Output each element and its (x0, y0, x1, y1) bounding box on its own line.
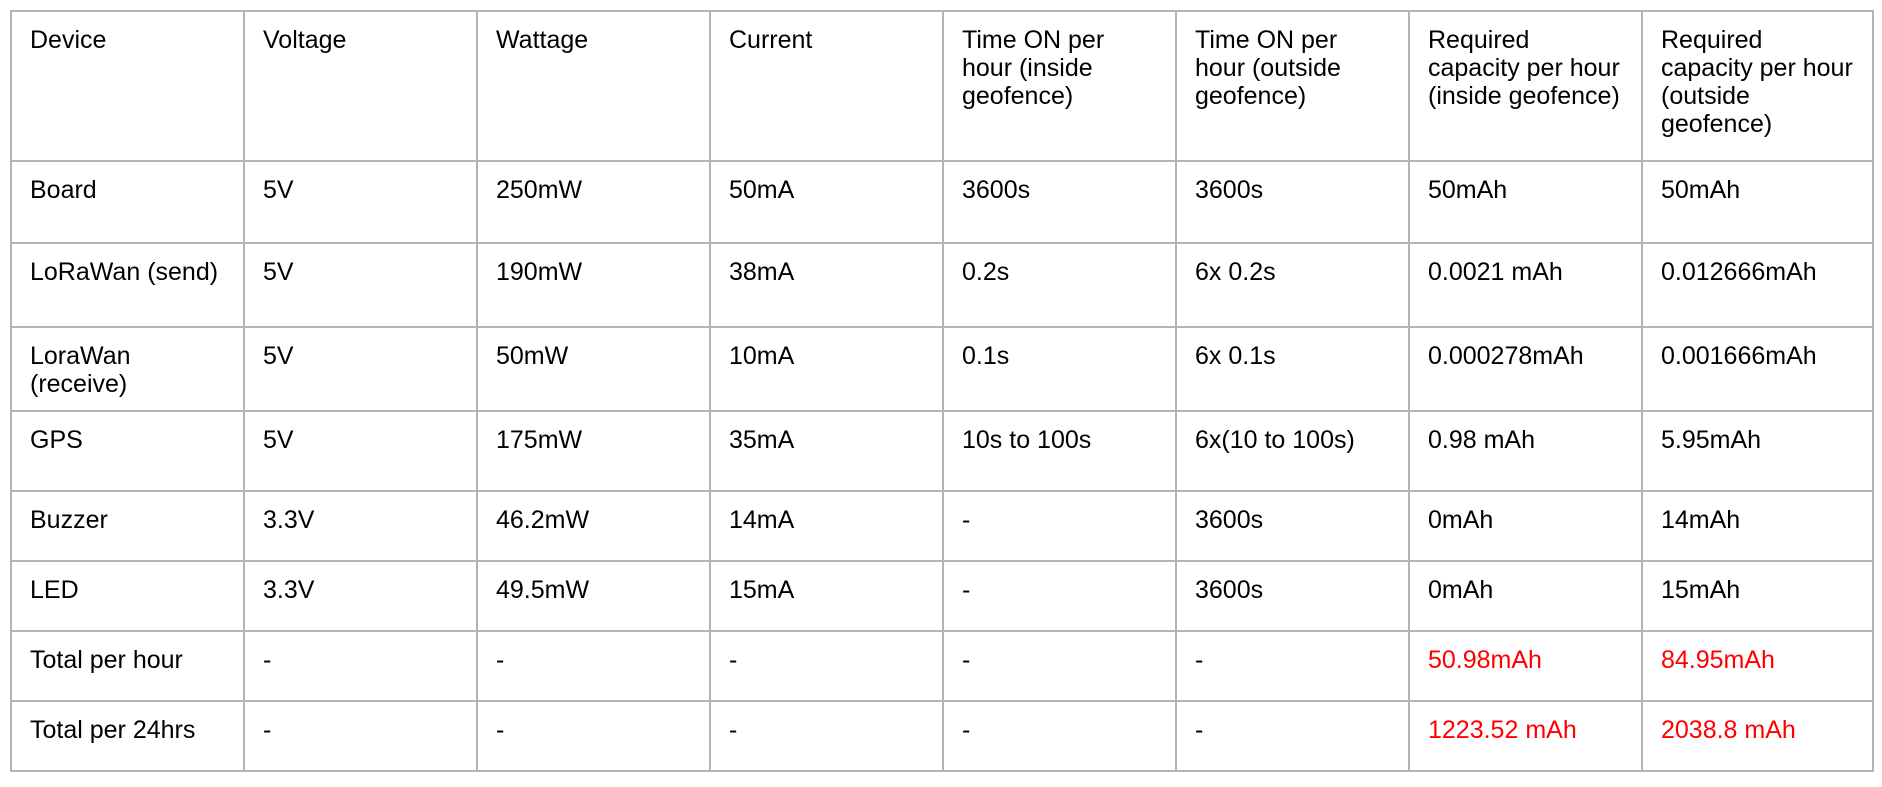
cell-wattage: 250mW (476, 160, 711, 244)
table-header-row: Device Voltage Wattage Current Time ON p… (10, 10, 1874, 162)
table-row-total-24hrs: Total per 24hrs - - - - - 1223.52 mAh 20… (10, 700, 1874, 772)
header-capacity-outside: Required capacity per hour (outside geof… (1641, 10, 1874, 162)
header-device: Device (10, 10, 245, 162)
cell-capacity-outside-total: 84.95mAh (1641, 630, 1874, 702)
header-wattage: Wattage (476, 10, 711, 162)
cell-capacity-outside: 15mAh (1641, 560, 1874, 632)
cell-capacity-inside: 50mAh (1408, 160, 1643, 244)
cell-voltage: 5V (243, 160, 478, 244)
cell-current: 50mA (709, 160, 944, 244)
power-consumption-table: Device Voltage Wattage Current Time ON p… (10, 10, 1874, 772)
cell-wattage: 175mW (476, 410, 711, 492)
table-row: Buzzer 3.3V 46.2mW 14mA - 3600s 0mAh 14m… (10, 490, 1874, 562)
header-time-inside: Time ON per hour (inside geofence) (942, 10, 1177, 162)
cell-time-inside: 10s to 100s (942, 410, 1177, 492)
cell-capacity-inside: 0mAh (1408, 560, 1643, 632)
cell-capacity-inside: 0.0021 mAh (1408, 242, 1643, 328)
cell-device: GPS (10, 410, 245, 492)
header-capacity-inside: Required capacity per hour (inside geofe… (1408, 10, 1643, 162)
table-row: LED 3.3V 49.5mW 15mA - 3600s 0mAh 15mAh (10, 560, 1874, 632)
cell-capacity-inside: 0.000278mAh (1408, 326, 1643, 412)
cell-capacity-outside-total: 2038.8 mAh (1641, 700, 1874, 772)
cell-wattage: - (476, 700, 711, 772)
cell-time-outside: 6x 0.1s (1175, 326, 1410, 412)
table-row: LoraWan (receive) 5V 50mW 10mA 0.1s 6x 0… (10, 326, 1874, 412)
cell-time-inside: - (942, 630, 1177, 702)
cell-capacity-outside: 5.95mAh (1641, 410, 1874, 492)
cell-voltage: 3.3V (243, 560, 478, 632)
cell-wattage: 190mW (476, 242, 711, 328)
table-row: LoRaWan (send) 5V 190mW 38mA 0.2s 6x 0.2… (10, 242, 1874, 328)
cell-wattage: - (476, 630, 711, 702)
cell-time-inside: 0.2s (942, 242, 1177, 328)
cell-voltage: 5V (243, 326, 478, 412)
cell-time-outside: 6x 0.2s (1175, 242, 1410, 328)
cell-wattage: 46.2mW (476, 490, 711, 562)
cell-capacity-outside: 14mAh (1641, 490, 1874, 562)
cell-capacity-outside: 0.001666mAh (1641, 326, 1874, 412)
cell-capacity-outside: 0.012666mAh (1641, 242, 1874, 328)
cell-wattage: 49.5mW (476, 560, 711, 632)
cell-device: Board (10, 160, 245, 244)
cell-time-outside: - (1175, 630, 1410, 702)
cell-voltage: 3.3V (243, 490, 478, 562)
cell-capacity-inside: 0.98 mAh (1408, 410, 1643, 492)
cell-device: LED (10, 560, 245, 632)
cell-device: Buzzer (10, 490, 245, 562)
cell-current: - (709, 700, 944, 772)
cell-current: - (709, 630, 944, 702)
header-current: Current (709, 10, 944, 162)
cell-voltage: - (243, 630, 478, 702)
cell-current: 10mA (709, 326, 944, 412)
cell-time-inside: 3600s (942, 160, 1177, 244)
cell-time-inside: - (942, 700, 1177, 772)
header-voltage: Voltage (243, 10, 478, 162)
cell-time-inside: 0.1s (942, 326, 1177, 412)
cell-capacity-inside-total: 50.98mAh (1408, 630, 1643, 702)
cell-current: 14mA (709, 490, 944, 562)
cell-time-inside: - (942, 560, 1177, 632)
cell-voltage: 5V (243, 410, 478, 492)
cell-wattage: 50mW (476, 326, 711, 412)
table-row-total-hour: Total per hour - - - - - 50.98mAh 84.95m… (10, 630, 1874, 702)
header-time-outside: Time ON per hour (outside geofence) (1175, 10, 1410, 162)
cell-capacity-inside-total: 1223.52 mAh (1408, 700, 1643, 772)
cell-current: 35mA (709, 410, 944, 492)
cell-voltage: - (243, 700, 478, 772)
cell-device: Total per hour (10, 630, 245, 702)
table-row: GPS 5V 175mW 35mA 10s to 100s 6x(10 to 1… (10, 410, 1874, 492)
cell-time-outside: 3600s (1175, 490, 1410, 562)
cell-voltage: 5V (243, 242, 478, 328)
cell-time-outside: 6x(10 to 100s) (1175, 410, 1410, 492)
cell-capacity-inside: 0mAh (1408, 490, 1643, 562)
table-row: Board 5V 250mW 50mA 3600s 3600s 50mAh 50… (10, 160, 1874, 244)
cell-time-inside: - (942, 490, 1177, 562)
cell-device: Total per 24hrs (10, 700, 245, 772)
cell-device: LoRaWan (send) (10, 242, 245, 328)
cell-device: LoraWan (receive) (10, 326, 245, 412)
cell-current: 38mA (709, 242, 944, 328)
cell-time-outside: 3600s (1175, 160, 1410, 244)
cell-capacity-outside: 50mAh (1641, 160, 1874, 244)
cell-time-outside: - (1175, 700, 1410, 772)
cell-time-outside: 3600s (1175, 560, 1410, 632)
cell-current: 15mA (709, 560, 944, 632)
